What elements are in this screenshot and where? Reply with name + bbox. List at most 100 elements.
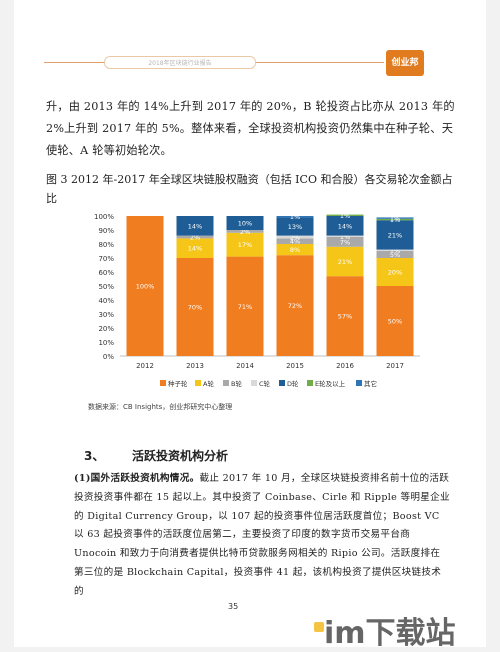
legend-swatch [307, 380, 313, 386]
bar-segment [226, 256, 264, 356]
data-label: 14% [188, 222, 202, 230]
bar-segment [376, 258, 414, 286]
figure-caption: 图 3 2012 年-2017 年全球区块链股权融资（包括 ICO 和合股）各交… [46, 173, 453, 205]
y-tick-label: 0% [103, 353, 114, 361]
data-label: 72% [288, 302, 302, 310]
legend-swatch [279, 380, 285, 386]
data-label: 50% [388, 318, 402, 326]
bar-segment [326, 235, 364, 237]
bar-segment [326, 237, 364, 247]
data-label: 8% [290, 246, 300, 254]
data-label: 1% [390, 247, 400, 255]
bar-segment [376, 286, 414, 356]
bar-segment [176, 235, 214, 239]
legend-label: D轮 [287, 379, 299, 388]
data-label: 1% [390, 215, 400, 223]
legend-swatch [195, 380, 201, 386]
section-number: 3、 [84, 449, 105, 463]
data-label: 2% [190, 234, 200, 242]
legend-swatch [223, 380, 229, 386]
x-tick-label: 2017 [386, 362, 404, 370]
data-label: 21% [388, 231, 402, 239]
legend-label: A轮 [203, 379, 214, 388]
legend-swatch [160, 380, 166, 386]
bar-segment [376, 218, 414, 221]
x-tick-label: 2013 [186, 362, 204, 370]
bar-segment [276, 238, 314, 244]
legend-label: C轮 [259, 379, 271, 388]
data-label: 1% [290, 213, 300, 221]
data-label: 1% [340, 212, 350, 220]
y-tick-label: 70% [98, 255, 114, 263]
stacked-bar-chart: 0% 10% 20% 30% 40% 50% 60% 70% 80% 90% 100% 100% 201… [94, 212, 420, 388]
data-label: 2% [240, 228, 250, 236]
bar-segment [376, 249, 414, 251]
data-label: 1% [390, 216, 400, 224]
watermark-icon [314, 622, 324, 632]
data-label: 21% [338, 258, 352, 266]
data-label: 10% [238, 220, 252, 228]
bar-segment [276, 217, 314, 236]
data-label: 71% [238, 303, 252, 311]
y-tick-label: 50% [98, 283, 114, 291]
bar-segment [376, 217, 414, 219]
bar-segment [126, 216, 164, 356]
bar-segment [376, 220, 414, 250]
x-tick-label: 2012 [136, 362, 154, 370]
y-tick-label: 90% [98, 227, 114, 235]
data-label: 17% [238, 241, 252, 249]
y-tick-label: 80% [98, 241, 114, 249]
paragraph-lead: (1)国外活跃投资机构情况。 [74, 473, 200, 484]
legend-label: B轮 [231, 379, 242, 388]
bar-segment [276, 235, 314, 239]
legend-label: E轮及以上 [315, 379, 346, 388]
data-label: 1% [340, 233, 350, 241]
legend-label: 其它 [364, 379, 377, 388]
paragraph-body: 截止 2017 年 10 月，全球区块链投资排名前十位的活跃投资投资事件都在 1… [74, 473, 450, 597]
x-tick-label: 2014 [236, 362, 254, 370]
data-label: 4% [290, 238, 300, 246]
legend-label: 种子轮 [168, 379, 188, 388]
bar-segment [226, 230, 264, 233]
bar-segment [176, 216, 214, 236]
bar-segment [276, 244, 314, 256]
bar-segment [176, 258, 214, 356]
data-label: 20% [388, 269, 402, 277]
x-tick-label: 2016 [336, 362, 354, 370]
bar-segment [326, 216, 364, 236]
legend-swatch [356, 380, 362, 386]
bar-segment [326, 246, 364, 277]
y-tick-label: 40% [98, 297, 114, 305]
document-page: 2018年区块链行业报告 创业邦 升，由 2013 年的 14%上升到 2017… [14, 0, 486, 647]
data-label: 14% [338, 222, 352, 230]
y-tick-label: 10% [98, 339, 114, 347]
y-tick-label: 20% [98, 325, 114, 333]
data-label: 13% [288, 223, 302, 231]
bar-segment [326, 214, 364, 216]
page-number: 35 [228, 602, 239, 611]
section-title: 活跃投资机构分析 [132, 449, 229, 463]
bar-segment [376, 251, 414, 258]
intro-paragraph: 升，由 2013 年的 14%上升到 2017 年的 20%，B 轮投资占比亦从… [46, 100, 455, 157]
bar-segment [276, 255, 314, 356]
watermark: im下载站 [324, 616, 456, 651]
bar-segment [226, 232, 264, 257]
bar-segment [176, 238, 214, 258]
bar-segment [326, 276, 364, 356]
header-title: 2018年区块链行业报告 [104, 56, 256, 69]
legend-swatch [251, 380, 257, 386]
y-tick-label: 100% [94, 213, 114, 221]
y-tick-label: 60% [98, 269, 114, 277]
x-tick-label: 2015 [286, 362, 304, 370]
bar-segment [276, 216, 314, 218]
data-label: 5% [390, 251, 400, 259]
section-paragraph: (1)国外活跃投资机构情况。截止 2017 年 10 月，全球区块链投资排名前十… [74, 470, 450, 602]
y-tick-label: 30% [98, 311, 114, 319]
data-label: 2% [290, 234, 300, 242]
data-label: 70% [188, 304, 202, 312]
data-label: 100% [136, 283, 155, 291]
bar-segment [226, 216, 264, 230]
data-label: 7% [340, 238, 350, 246]
data-source: 数据来源：CB Insights，创业邦研究中心整理 [88, 403, 233, 411]
data-label: 57% [338, 313, 352, 321]
